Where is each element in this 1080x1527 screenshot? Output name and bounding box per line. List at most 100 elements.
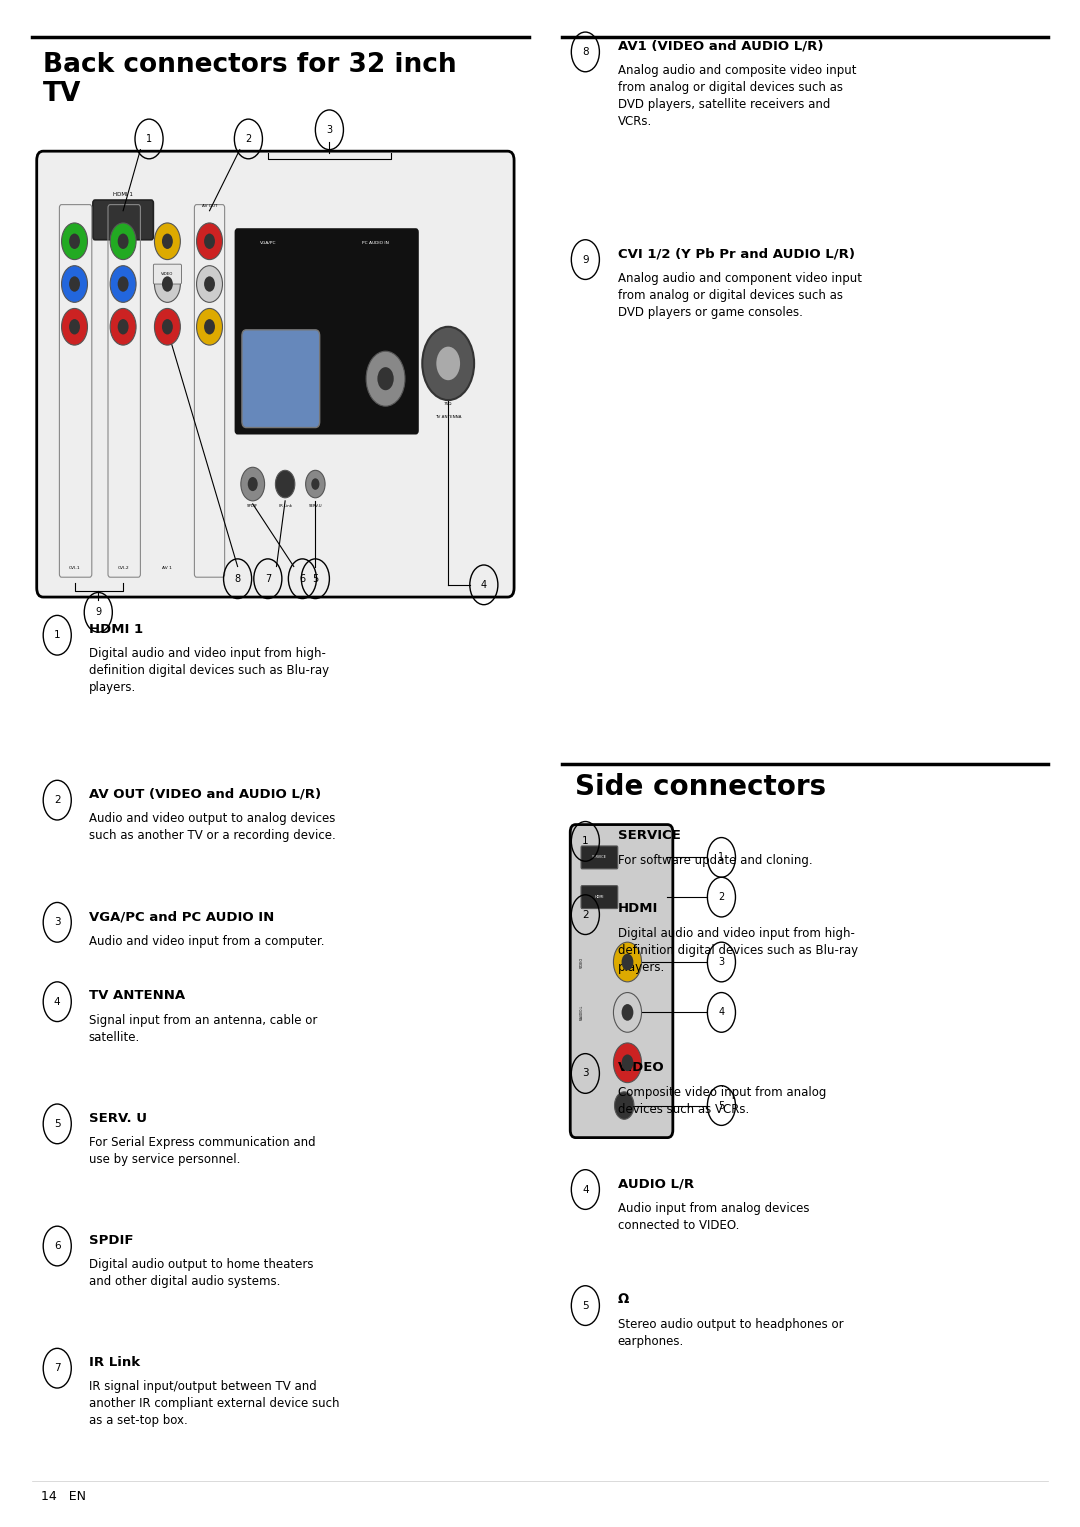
Circle shape (197, 223, 222, 260)
FancyBboxPatch shape (153, 264, 181, 284)
Text: 9: 9 (95, 608, 102, 617)
Circle shape (422, 327, 474, 400)
Text: PC AUDIO IN: PC AUDIO IN (363, 241, 389, 246)
Text: AV 1: AV 1 (162, 565, 173, 570)
Circle shape (275, 470, 295, 498)
Text: 6: 6 (299, 574, 306, 583)
Text: Side connectors: Side connectors (575, 773, 826, 800)
Circle shape (622, 1055, 633, 1070)
Text: 8: 8 (234, 574, 241, 583)
Text: SERV. U: SERV. U (89, 1112, 147, 1125)
Text: 7: 7 (265, 574, 271, 583)
Text: 7: 7 (54, 1364, 60, 1373)
Circle shape (162, 276, 173, 292)
Text: IR Link: IR Link (89, 1356, 139, 1370)
Text: 1: 1 (582, 837, 589, 846)
Text: Analog audio and component video input
from analog or digital devices such as
DV: Analog audio and component video input f… (618, 272, 862, 319)
Circle shape (613, 993, 642, 1032)
Circle shape (62, 223, 87, 260)
Text: VGA/PC: VGA/PC (259, 241, 276, 246)
Text: VIDEO: VIDEO (161, 272, 174, 276)
Text: R-AUDIO-L: R-AUDIO-L (580, 1005, 584, 1020)
Text: Ω: Ω (618, 1293, 629, 1307)
Text: VIDEO: VIDEO (580, 956, 584, 968)
Circle shape (622, 954, 633, 970)
Circle shape (110, 266, 136, 302)
Text: 5: 5 (718, 1101, 725, 1110)
Circle shape (62, 266, 87, 302)
Text: 3: 3 (582, 1069, 589, 1078)
Text: AUDIO L/R: AUDIO L/R (618, 1177, 693, 1191)
Circle shape (613, 1043, 642, 1083)
Circle shape (62, 308, 87, 345)
Text: 5: 5 (54, 1119, 60, 1128)
Text: For Serial Express communication and
use by service personnel.: For Serial Express communication and use… (89, 1136, 315, 1167)
Text: Audio and video output to analog devices
such as another TV or a recording devic: Audio and video output to analog devices… (89, 812, 335, 843)
Text: 5: 5 (582, 1301, 589, 1310)
Text: 2: 2 (718, 892, 725, 902)
Text: 4: 4 (481, 580, 487, 589)
Text: 75Ω: 75Ω (444, 402, 453, 406)
Text: SERV.U: SERV.U (309, 504, 322, 508)
Circle shape (118, 319, 129, 334)
Circle shape (197, 266, 222, 302)
Text: 1: 1 (146, 134, 152, 144)
FancyBboxPatch shape (235, 229, 418, 434)
Text: SERVICE: SERVICE (592, 855, 607, 860)
Text: CVI 1/2 (Y Pb Pr and AUDIO L/R): CVI 1/2 (Y Pb Pr and AUDIO L/R) (618, 247, 854, 261)
Circle shape (162, 319, 173, 334)
Text: VIDEO: VIDEO (618, 1061, 664, 1075)
Text: Composite video input from analog
devices such as VCRs.: Composite video input from analog device… (618, 1086, 826, 1116)
Circle shape (622, 1005, 633, 1020)
Text: For software update and cloning.: For software update and cloning. (618, 854, 812, 867)
Text: Analog audio and composite video input
from analog or digital devices such as
DV: Analog audio and composite video input f… (618, 64, 856, 128)
Circle shape (241, 467, 265, 501)
Circle shape (247, 476, 258, 492)
Text: 2: 2 (582, 910, 589, 919)
Text: 1: 1 (54, 631, 60, 640)
Circle shape (69, 319, 80, 334)
Text: TV ANTENNA: TV ANTENNA (435, 415, 461, 420)
Text: AV1 (VIDEO and AUDIO L/R): AV1 (VIDEO and AUDIO L/R) (618, 40, 823, 53)
FancyBboxPatch shape (570, 825, 673, 1138)
Text: 4: 4 (718, 1008, 725, 1017)
Text: Digital audio output to home theaters
and other digital audio systems.: Digital audio output to home theaters an… (89, 1258, 313, 1289)
FancyBboxPatch shape (93, 200, 153, 240)
Text: AV OUT (VIDEO and AUDIO L/R): AV OUT (VIDEO and AUDIO L/R) (89, 788, 321, 802)
Text: Signal input from an antenna, cable or
satellite.: Signal input from an antenna, cable or s… (89, 1014, 316, 1044)
Circle shape (615, 1092, 634, 1119)
Text: 3: 3 (326, 125, 333, 134)
Circle shape (436, 347, 460, 380)
Text: SERVICE: SERVICE (618, 829, 680, 843)
Text: HDMI 1: HDMI 1 (113, 192, 133, 197)
Circle shape (69, 276, 80, 292)
Text: CVI-2: CVI-2 (118, 565, 129, 570)
Circle shape (118, 276, 129, 292)
FancyBboxPatch shape (581, 846, 618, 869)
Circle shape (118, 234, 129, 249)
Text: 2: 2 (245, 134, 252, 144)
Text: Stereo audio output to headphones or
earphones.: Stereo audio output to headphones or ear… (618, 1318, 843, 1348)
Circle shape (366, 351, 405, 406)
Circle shape (613, 942, 642, 982)
Circle shape (154, 308, 180, 345)
Text: HDMI: HDMI (595, 895, 604, 899)
Text: HDMI: HDMI (618, 902, 658, 916)
FancyBboxPatch shape (581, 886, 618, 909)
Circle shape (197, 308, 222, 345)
Text: CVI-1: CVI-1 (69, 565, 80, 570)
Text: SPDIF: SPDIF (89, 1234, 133, 1248)
Circle shape (204, 234, 215, 249)
Circle shape (204, 319, 215, 334)
Text: AV OUT: AV OUT (202, 203, 217, 208)
Circle shape (162, 234, 173, 249)
Circle shape (110, 308, 136, 345)
Circle shape (110, 223, 136, 260)
Text: Audio and video input from a computer.: Audio and video input from a computer. (89, 935, 324, 948)
Text: IR Link: IR Link (279, 504, 292, 508)
Text: 3: 3 (718, 957, 725, 967)
Text: 9: 9 (582, 255, 589, 264)
Circle shape (281, 478, 289, 490)
FancyBboxPatch shape (37, 151, 514, 597)
Text: 1: 1 (718, 852, 725, 863)
